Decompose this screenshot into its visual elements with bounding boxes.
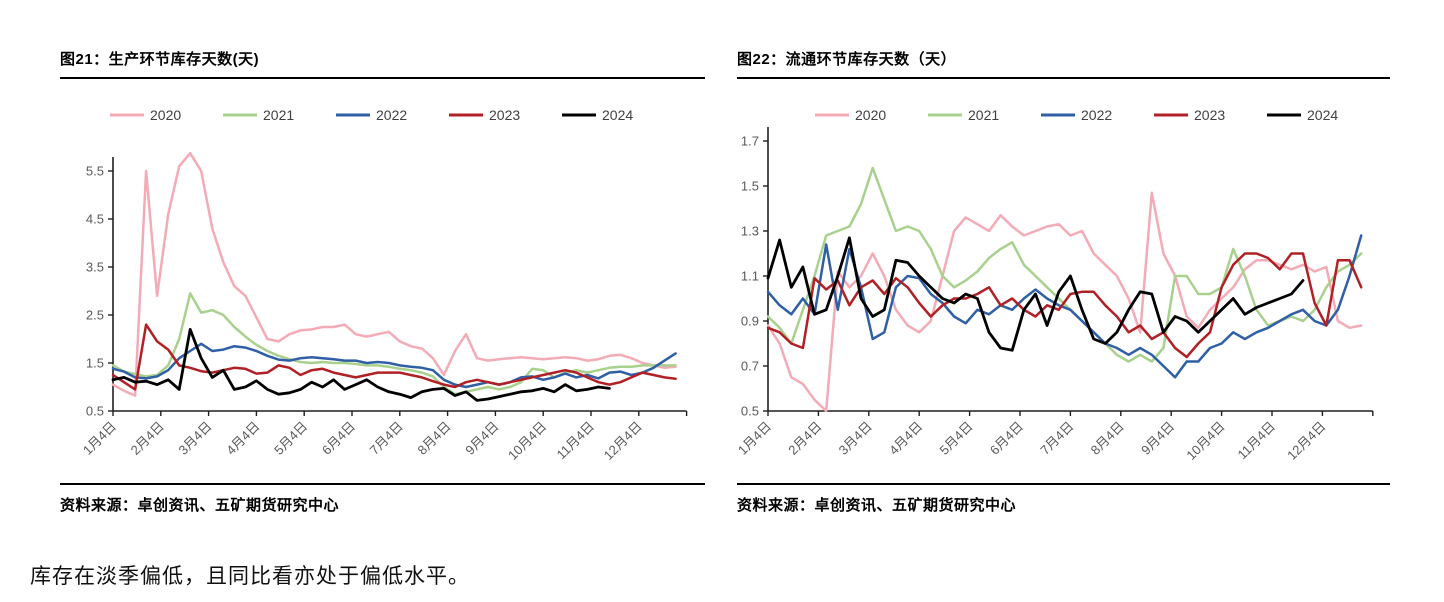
legend-label-2020: 2020: [150, 107, 181, 123]
x-tick-label: 7月4日: [1037, 419, 1076, 458]
circulation-inventory-line-chart: 2020 2021 2022 2023 2024 0.5 0.7 0.9 1.1 1.3 1.5 1.…: [737, 107, 1374, 463]
legend-label-2020: 2020: [855, 107, 886, 123]
legend-label-2021: 2021: [968, 107, 999, 123]
legend-item-2020: 2020: [815, 107, 886, 123]
x-tick-label: 10月4日: [505, 419, 549, 463]
x-tick-label: 1月4日: [80, 419, 119, 458]
chart-title-circulation: 图22：流通环节库存天数（天）: [737, 48, 1390, 79]
y-axis: 0.5 1.5 2.5 3.5 4.5 5.5: [86, 157, 114, 419]
y-tick-label: 1.3: [741, 224, 759, 239]
series-line-2023: [111, 323, 677, 391]
chart-panel-circulation: 图22：流通环节库存天数（天） 2020 2021 2022 2023 2024 0.5 0…: [737, 48, 1390, 515]
x-tick-label: 5月4日: [271, 419, 310, 458]
x-axis: 1月4日 2月4日 3月4日 4月4日 5月4日 6月4日 7月4日 8月4日 9月4日 10月4…: [80, 410, 688, 463]
x-tick-label: 11月4日: [1234, 419, 1278, 463]
x-tick-label: 12月4日: [1284, 419, 1328, 463]
legend-item-2021: 2021: [928, 107, 999, 123]
x-tick-label: 3月4日: [175, 419, 214, 458]
series-line-2024: [111, 327, 611, 402]
x-tick-label: 4月4日: [886, 419, 925, 458]
legend-label-2023: 2023: [489, 107, 520, 123]
series-line-2020: [111, 151, 677, 397]
y-tick-label: 0.5: [741, 404, 759, 419]
legend-label-2022: 2022: [376, 107, 407, 123]
source-note-production: 资料来源：卓创资讯、五矿期货研究中心: [60, 483, 705, 515]
x-axis: 1月4日 2月4日 3月4日 4月4日 5月4日 6月4日 7月4日 8月4日 9月4日 10月4…: [737, 410, 1374, 463]
legend-item-2022: 2022: [1041, 107, 1112, 123]
x-tick-label: 10月4日: [1183, 419, 1227, 463]
analysis-caption: 库存在淡季偏低，且同比看亦处于偏低水平。: [30, 564, 470, 588]
series-line-2022: [766, 234, 1363, 379]
x-tick-label: 1月4日: [737, 419, 774, 458]
y-tick-label: 0.7: [741, 359, 759, 374]
x-tick-label: 12月4日: [601, 419, 645, 463]
y-tick-label: 0.5: [86, 404, 104, 419]
y-tick-label: 0.9: [741, 314, 759, 329]
legend-item-2021: 2021: [223, 107, 294, 123]
x-tick-label: 6月4日: [319, 419, 358, 458]
x-tick-label: 8月4日: [414, 419, 453, 458]
x-tick-label: 6月4日: [987, 419, 1026, 458]
legend-item-2024: 2024: [562, 107, 633, 123]
x-tick-label: 7月4日: [367, 419, 406, 458]
y-axis: 0.5 0.7 0.9 1.1 1.3 1.5 1.7: [741, 127, 769, 419]
x-tick-label: 11月4日: [553, 419, 597, 463]
y-tick-label: 1.7: [741, 134, 759, 149]
legend-label-2021: 2021: [263, 107, 294, 123]
y-tick-label: 2.5: [86, 308, 104, 323]
legend-item-2022: 2022: [336, 107, 407, 123]
y-tick-label: 5.5: [86, 164, 104, 179]
x-tick-label: 2月4日: [785, 419, 824, 458]
y-tick-label: 1.5: [86, 356, 104, 371]
legend-item-2023: 2023: [449, 107, 520, 123]
legend-item-2023: 2023: [1154, 107, 1225, 123]
x-tick-label: 4月4日: [223, 419, 262, 458]
production-inventory-line-chart: 2020 2021 2022 2023 2024 0.5 1.5 2.5 3.5 4.5 5.5 1月…: [80, 107, 688, 463]
legend: 2020 2021 2022 2023 2024: [815, 107, 1338, 123]
x-tick-label: 8月4日: [1088, 419, 1127, 458]
x-tick-label: 3月4日: [836, 419, 875, 458]
legend-label-2022: 2022: [1081, 107, 1112, 123]
chart-title-production: 图21：生产环节库存天数(天): [60, 48, 705, 79]
y-tick-label: 1.1: [741, 269, 759, 284]
legend-item-2024: 2024: [1267, 107, 1338, 123]
y-tick-label: 3.5: [86, 260, 104, 275]
x-tick-label: 5月4日: [936, 419, 975, 458]
legend: 2020 2021 2022 2023 2024: [110, 107, 633, 123]
series-line-2024: [766, 236, 1305, 352]
legend-label-2024: 2024: [1307, 107, 1338, 123]
legend-label-2023: 2023: [1194, 107, 1225, 123]
chart-panel-production: 图21：生产环节库存天数(天) 2020 2021 2022 2023 2024 0.5 1…: [60, 48, 705, 515]
series-line-2020: [766, 191, 1363, 413]
x-tick-label: 9月4日: [462, 419, 501, 458]
y-tick-label: 4.5: [86, 212, 104, 227]
series-line-2023: [766, 252, 1363, 359]
y-tick-label: 1.5: [741, 179, 759, 194]
series-line-2021: [111, 292, 677, 396]
legend-item-2020: 2020: [110, 107, 181, 123]
x-tick-label: 2月4日: [128, 419, 167, 458]
x-tick-label: 9月4日: [1138, 419, 1177, 458]
legend-label-2024: 2024: [602, 107, 633, 123]
source-note-circulation: 资料来源：卓创资讯、五矿期货研究中心: [737, 483, 1390, 515]
series-line-2021: [766, 166, 1363, 363]
